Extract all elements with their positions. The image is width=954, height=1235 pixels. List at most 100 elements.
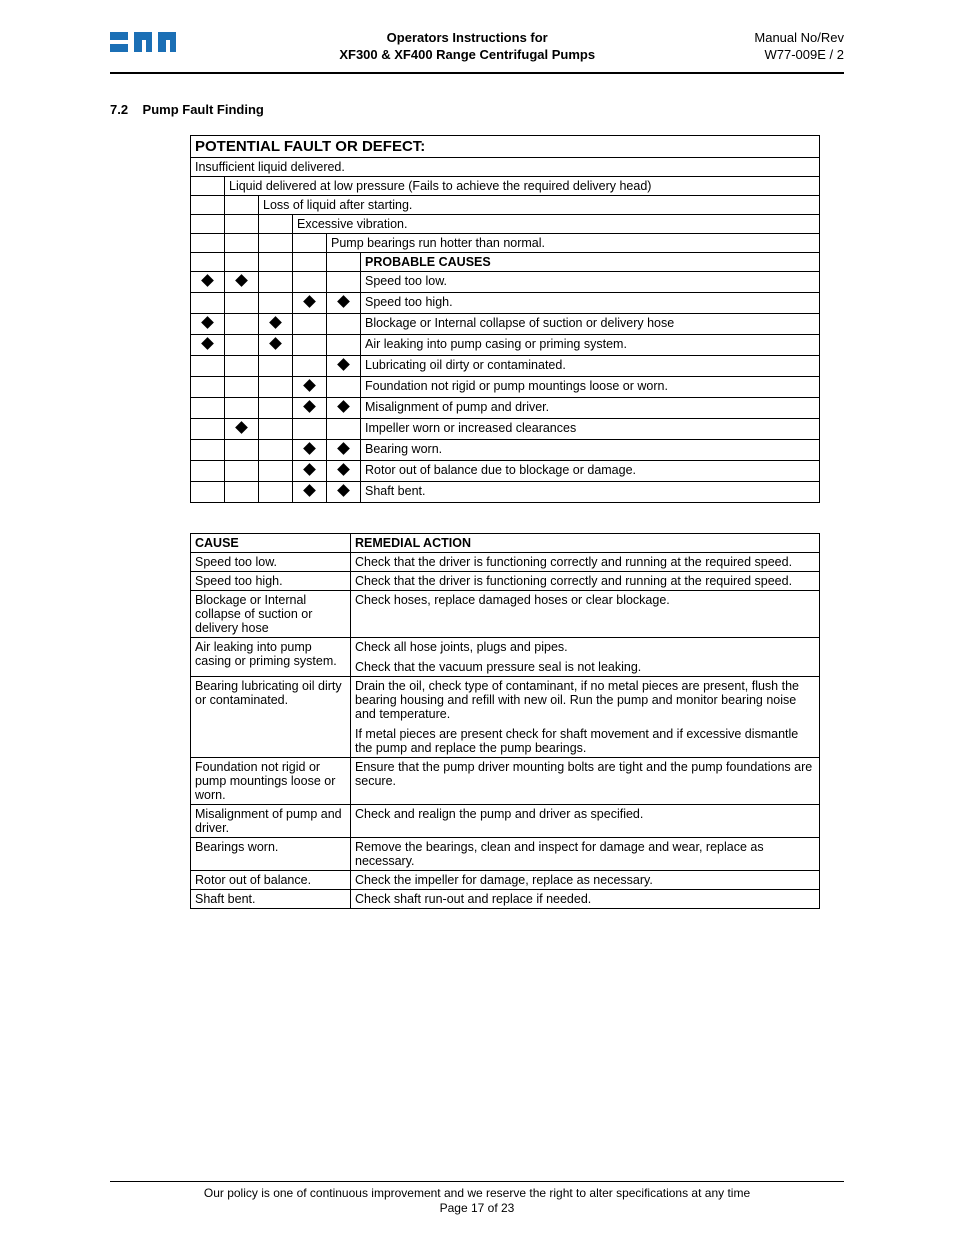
cause-cell: Blockage or Internal collapse of suction… [361,313,820,334]
diamond-icon [337,295,350,308]
mark-cell [293,355,327,376]
diamond-icon [303,463,316,476]
mark-cell [225,439,259,460]
mark-cell [225,313,259,334]
mark-cell [225,397,259,418]
remedial-cause: Speed too low. [191,552,351,571]
mark-cell [191,334,225,355]
cause-cell: Foundation not rigid or pump mountings l… [361,376,820,397]
fault-row-3: Excessive vibration. [293,214,820,233]
fault-table-header: POTENTIAL FAULT OR DEFECT: [191,135,820,157]
fault-row-4: Pump bearings run hotter than normal. [327,233,820,252]
remedial-cause: Misalignment of pump and driver. [191,804,351,837]
cause-row: Bearing worn. [191,439,820,460]
mark-cell [293,460,327,481]
mark-cell [259,334,293,355]
mark-cell [225,355,259,376]
diamond-icon [201,274,214,287]
mark-cell [259,418,293,439]
mark-cell [191,397,225,418]
mark-cell [259,271,293,292]
mark-cell [191,271,225,292]
header-title-line2: XF300 & XF400 Range Centrifugal Pumps [339,47,595,62]
remedial-row: Misalignment of pump and driver.Check an… [191,804,820,837]
remedial-cause: Speed too high. [191,571,351,590]
remedial-action: Drain the oil, check type of contaminant… [351,676,820,757]
mark-cell [225,418,259,439]
footer-page: Page 17 of 23 [440,1201,515,1215]
mark-cell [259,292,293,313]
remedial-row: Speed too high.Check that the driver is … [191,571,820,590]
remedial-row: Shaft bent.Check shaft run-out and repla… [191,889,820,908]
mark-cell [293,271,327,292]
mark-cell [225,481,259,502]
mark-cell [293,313,327,334]
header-title-line1: Operators Instructions for [387,30,548,45]
header-manual-rev: W77-009E / 2 [765,47,845,62]
cause-cell: Misalignment of pump and driver. [361,397,820,418]
remedial-row: Air leaking into pump casing or priming … [191,637,820,676]
mark-cell [191,313,225,334]
remedial-row: Blockage or Internal collapse of suction… [191,590,820,637]
spacer [191,176,225,195]
mark-cell [327,376,361,397]
mark-cell [191,355,225,376]
diamond-icon [201,316,214,329]
mark-cell [327,292,361,313]
causes-header: PROBABLE CAUSES [361,252,820,271]
mark-cell [225,334,259,355]
diamond-icon [235,274,248,287]
mark-cell [327,439,361,460]
diamond-icon [303,442,316,455]
mark-cell [259,376,293,397]
remedial-col1: CAUSE [191,533,351,552]
page-footer: Our policy is one of continuous improvem… [110,1181,844,1217]
cause-cell: Lubricating oil dirty or contaminated. [361,355,820,376]
cause-row: Foundation not rigid or pump mountings l… [191,376,820,397]
cause-row: Blockage or Internal collapse of suction… [191,313,820,334]
remedial-action: Check and realign the pump and driver as… [351,804,820,837]
mark-cell [293,376,327,397]
remedial-action: Ensure that the pump driver mounting bol… [351,757,820,804]
mark-cell [327,334,361,355]
cause-cell: Speed too low. [361,271,820,292]
fault-defect-table: POTENTIAL FAULT OR DEFECT: Insufficient … [190,135,820,503]
cause-row: Misalignment of pump and driver. [191,397,820,418]
remedial-cause: Bearings worn. [191,837,351,870]
diamond-icon [235,421,248,434]
remedial-action: Check the impeller for damage, replace a… [351,870,820,889]
cause-cell: Rotor out of balance due to blockage or … [361,460,820,481]
remedial-table: CAUSE REMEDIAL ACTION Speed too low.Chec… [190,533,820,909]
remedial-cause: Shaft bent. [191,889,351,908]
footer-policy: Our policy is one of continuous improvem… [204,1186,750,1200]
cause-cell: Bearing worn. [361,439,820,460]
mark-cell [225,292,259,313]
mark-cell [327,481,361,502]
remedial-action: Check that the driver is functioning cor… [351,552,820,571]
mark-cell [327,418,361,439]
header-manual-label: Manual No/Rev [754,30,844,45]
section-heading: 7.2 Pump Fault Finding [110,102,844,117]
remedial-row: Speed too low.Check that the driver is f… [191,552,820,571]
diamond-icon [337,463,350,476]
cause-cell: Speed too high. [361,292,820,313]
mark-cell [293,397,327,418]
mark-cell [259,397,293,418]
mark-cell [191,439,225,460]
remedial-col2: REMEDIAL ACTION [351,533,820,552]
cause-row: Speed too high. [191,292,820,313]
mark-cell [191,376,225,397]
remedial-action: Check hoses, replace damaged hoses or cl… [351,590,820,637]
section-number: 7.2 [110,102,128,117]
mark-cell [293,439,327,460]
cause-row: Lubricating oil dirty or contaminated. [191,355,820,376]
cause-cell: Shaft bent. [361,481,820,502]
cause-row: Impeller worn or increased clearances [191,418,820,439]
mark-cell [293,481,327,502]
diamond-icon [337,484,350,497]
remedial-action: Check that the driver is functioning cor… [351,571,820,590]
remedial-cause: Bearing lubricating oil dirty or contami… [191,676,351,757]
mark-cell [327,355,361,376]
cause-cell: Air leaking into pump casing or priming … [361,334,820,355]
mark-cell [259,481,293,502]
